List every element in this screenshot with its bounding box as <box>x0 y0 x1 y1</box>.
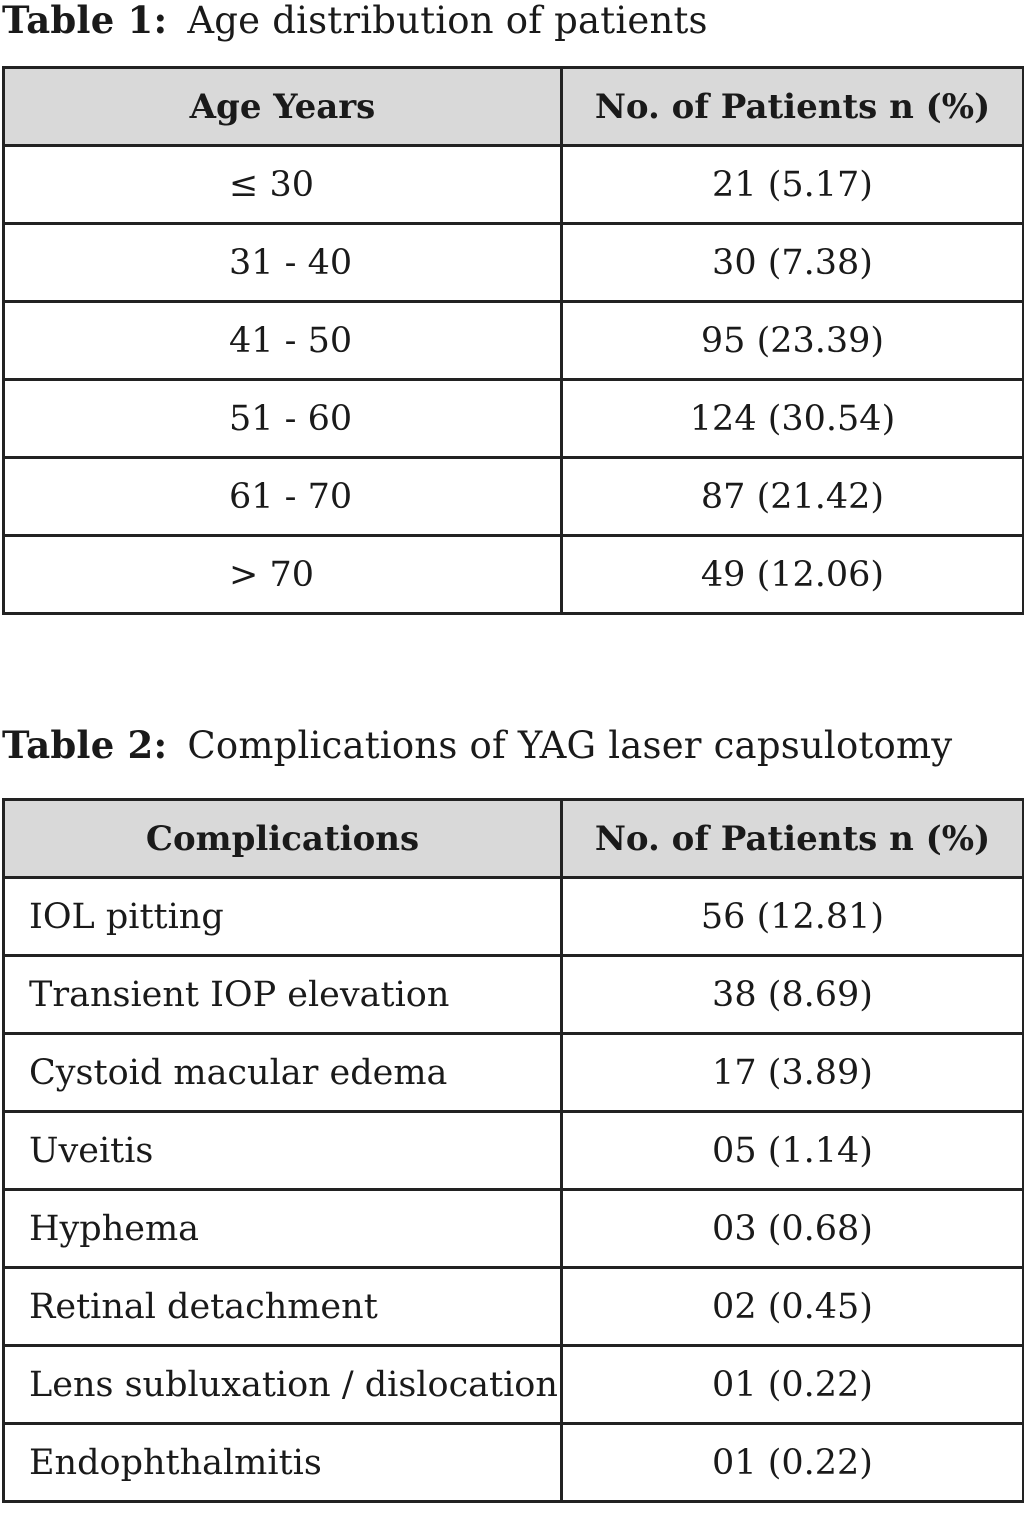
table-row: Hyphema 03 (0.68) <box>2 1188 1024 1269</box>
table1-caption: Table 1: Age distribution of patients <box>2 0 708 41</box>
table-row: IOL pitting 56 (12.81) <box>2 876 1024 957</box>
age-cell: ≤ 30 <box>2 144 563 225</box>
patients-cell: 124 (30.54) <box>560 378 1024 459</box>
patients-cell: 01 (0.22) <box>560 1422 1024 1503</box>
table-row: Endophthalmitis 01 (0.22) <box>2 1422 1024 1503</box>
column-header-patients: No. of Patients n (%) <box>560 798 1024 879</box>
column-header-patients: No. of Patients n (%) <box>560 66 1024 147</box>
patients-cell: 38 (8.69) <box>560 954 1024 1035</box>
complication-cell: Uveitis <box>2 1110 563 1191</box>
complication-cell: Retinal detachment <box>2 1266 563 1347</box>
patients-cell: 21 (5.17) <box>560 144 1024 225</box>
table1-title: Age distribution of patients <box>187 0 708 42</box>
table-row: Transient IOP elevation 38 (8.69) <box>2 954 1024 1035</box>
table-row: Cystoid macular edema 17 (3.89) <box>2 1032 1024 1113</box>
table-row: > 70 49 (12.06) <box>2 534 1024 615</box>
table2-title: Complications of YAG laser capsulotomy <box>187 724 953 767</box>
patients-cell: 01 (0.22) <box>560 1344 1024 1425</box>
table-row: Lens subluxation / dislocation 01 (0.22) <box>2 1344 1024 1425</box>
table-header-row: Complications No. of Patients n (%) <box>2 798 1024 879</box>
complication-cell: Cystoid macular edema <box>2 1032 563 1113</box>
complication-cell: Lens subluxation / dislocation <box>2 1344 563 1425</box>
table-row: 61 - 70 87 (21.42) <box>2 456 1024 537</box>
column-header-complications: Complications <box>2 798 563 879</box>
patients-cell: 56 (12.81) <box>560 876 1024 957</box>
age-cell: 41 - 50 <box>2 300 563 381</box>
age-cell: 51 - 60 <box>2 378 563 459</box>
age-cell: 31 - 40 <box>2 222 563 303</box>
patients-cell: 17 (3.89) <box>560 1032 1024 1113</box>
column-header-age: Age Years <box>2 66 563 147</box>
patients-cell: 49 (12.06) <box>560 534 1024 615</box>
patients-cell: 95 (23.39) <box>560 300 1024 381</box>
table2-caption: Table 2: Complications of YAG laser capsu… <box>2 725 952 766</box>
patients-cell: 87 (21.42) <box>560 456 1024 537</box>
table-header-row: Age Years No. of Patients n (%) <box>2 66 1024 147</box>
age-cell: > 70 <box>2 534 563 615</box>
table-row: Uveitis 05 (1.14) <box>2 1110 1024 1191</box>
complication-cell: Transient IOP elevation <box>2 954 563 1035</box>
complication-cell: Hyphema <box>2 1188 563 1269</box>
table-row: 41 - 50 95 (23.39) <box>2 300 1024 381</box>
table-row: Retinal detachment 02 (0.45) <box>2 1266 1024 1347</box>
patients-cell: 02 (0.45) <box>560 1266 1024 1347</box>
patients-cell: 30 (7.38) <box>560 222 1024 303</box>
table1-label: Table 1: <box>2 0 168 42</box>
complication-cell: Endophthalmitis <box>2 1422 563 1503</box>
patients-cell: 03 (0.68) <box>560 1188 1024 1269</box>
table-row: ≤ 30 21 (5.17) <box>2 144 1024 225</box>
complication-cell: IOL pitting <box>2 876 563 957</box>
table-row: 31 - 40 30 (7.38) <box>2 222 1024 303</box>
table2-label: Table 2: <box>2 723 168 767</box>
age-distribution-table: Age Years No. of Patients n (%) ≤ 30 21 … <box>2 66 1024 615</box>
table-row: 51 - 60 124 (30.54) <box>2 378 1024 459</box>
age-cell: 61 - 70 <box>2 456 563 537</box>
patients-cell: 05 (1.14) <box>560 1110 1024 1191</box>
complications-table: Complications No. of Patients n (%) IOL … <box>2 798 1024 1503</box>
